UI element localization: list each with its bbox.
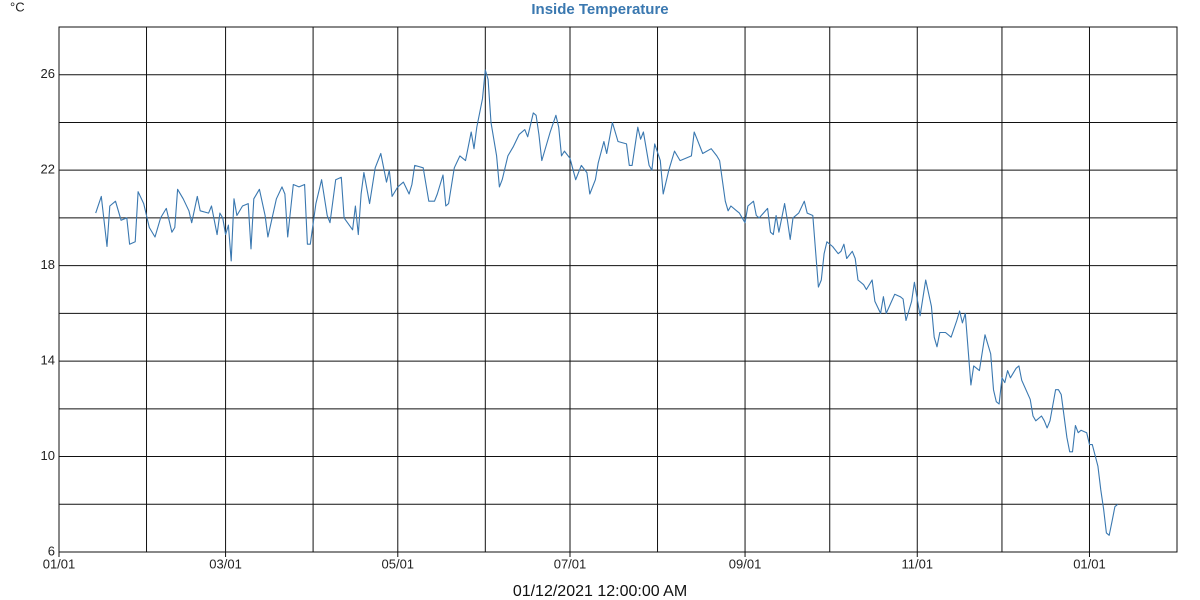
temperature-line [95,69,1119,536]
x-tick-label: 01/01 [1073,556,1106,571]
x-tick-label: 07/01 [554,556,587,571]
y-tick-label: 26 [41,66,55,81]
y-tick-label: 18 [41,257,55,272]
y-tick-label: 6 [48,543,55,558]
x-tick-label: 01/01 [43,556,76,571]
x-tick-label: 11/01 [901,556,933,571]
y-tick-label: 22 [41,162,55,177]
plot-frame [58,26,1178,553]
x-tick-label: 05/01 [382,556,415,571]
y-tick-label: 10 [41,448,55,463]
chart-title: Inside Temperature [531,1,668,18]
x-axis-label: 01/12/2021 12:00:00 AM [513,583,687,600]
x-tick-label: 03/01 [209,556,242,571]
x-tick-label: 09/01 [729,556,762,571]
y-tick-label: 14 [41,353,55,368]
y-unit: °C [10,0,25,14]
